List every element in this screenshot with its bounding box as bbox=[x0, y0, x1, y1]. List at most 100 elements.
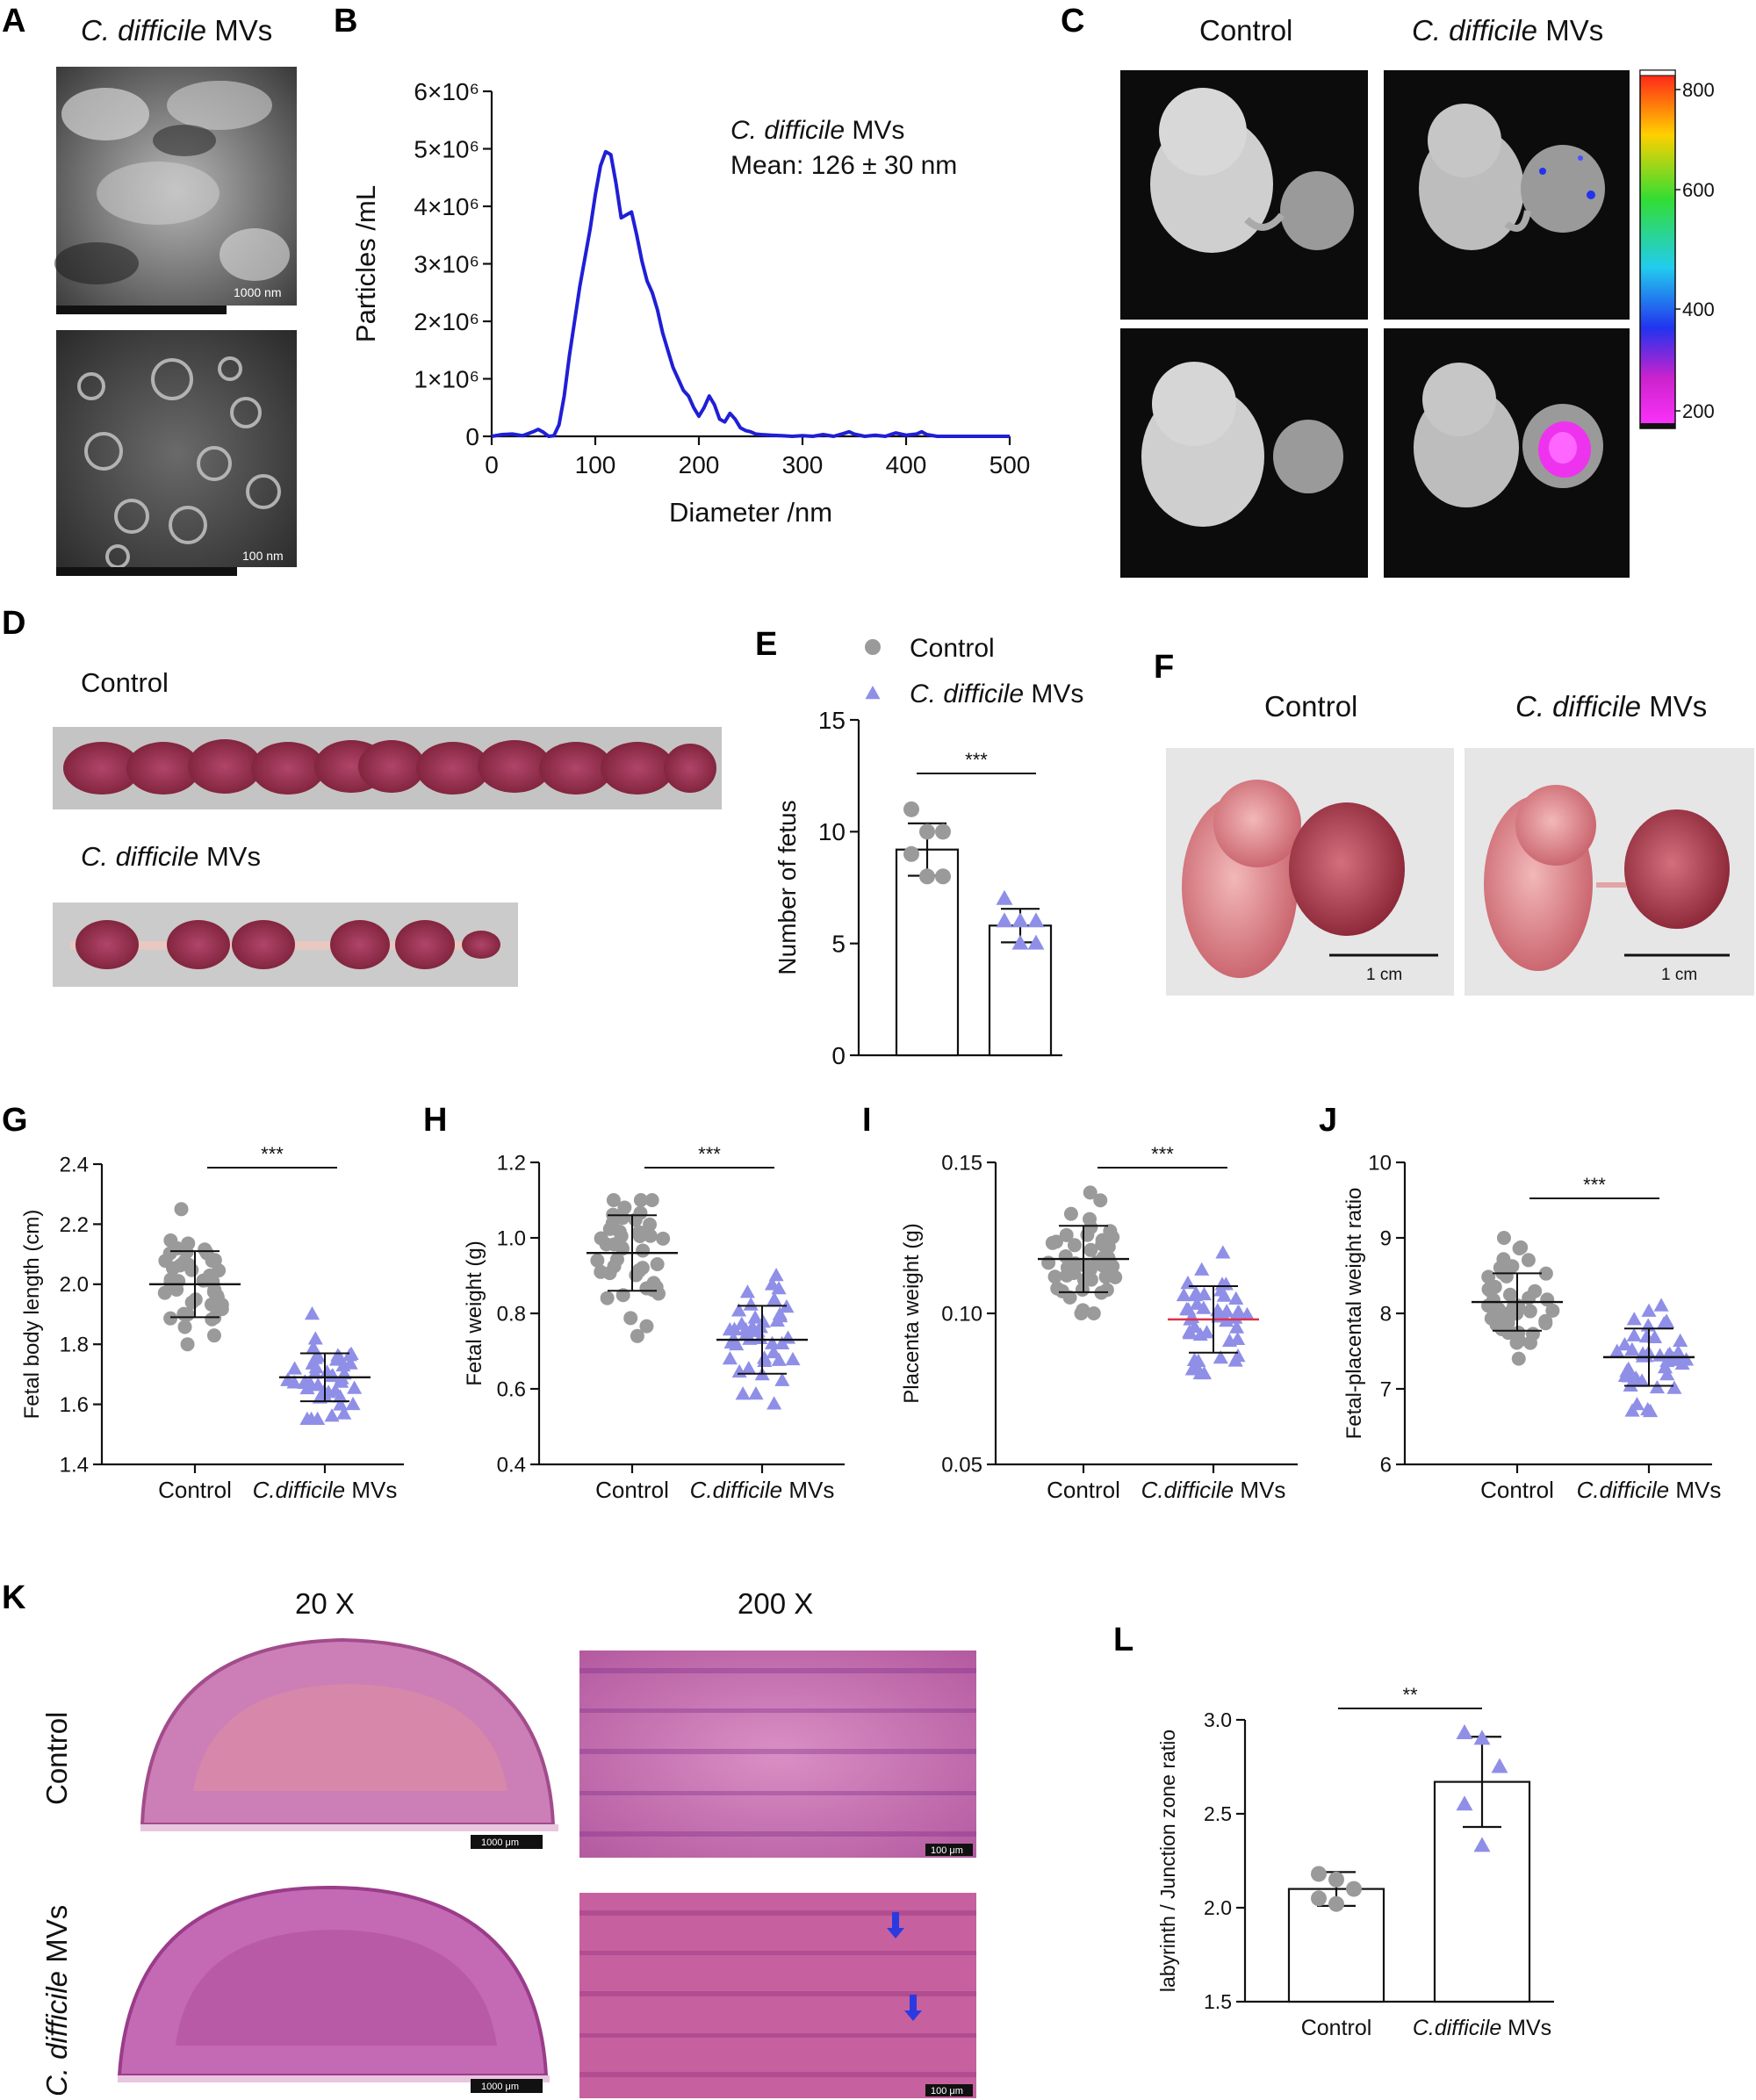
histology-200x-control: 100 μm bbox=[579, 1651, 976, 1858]
panel-b-annotation-line1: C. difficile MVs bbox=[730, 116, 904, 145]
data-point-control bbox=[903, 801, 919, 817]
panel-label-e: E bbox=[755, 626, 777, 663]
uterus-photo-mvs bbox=[53, 903, 518, 987]
data-point-control bbox=[643, 1228, 658, 1243]
scale-label-1cm-control: 1 cm bbox=[1366, 966, 1402, 984]
y-tick-label: 10 bbox=[818, 818, 846, 845]
arrow-icon bbox=[904, 1995, 922, 2021]
data-point-control bbox=[609, 1252, 624, 1267]
data-point-control bbox=[1328, 1895, 1344, 1912]
data-point-mvs bbox=[1176, 1287, 1191, 1302]
panel-i-placenta-weight: 0.05 0.10 0.15 Placenta weight (g) Control C.… bbox=[900, 1143, 1298, 1503]
data-point-control bbox=[1108, 1269, 1123, 1284]
panel-label-a: A bbox=[2, 3, 25, 40]
data-point-control bbox=[1511, 1351, 1526, 1366]
uterus-photo-control bbox=[53, 727, 722, 809]
x-tick-label: 0 bbox=[485, 451, 499, 478]
significance-label: *** bbox=[698, 1143, 721, 1165]
data-point-control bbox=[1311, 1866, 1327, 1882]
data-point-control bbox=[632, 1263, 647, 1278]
y-axis-title: Number of fetus bbox=[774, 800, 801, 974]
panel-c: Control C. difficile MVs bbox=[1120, 14, 1715, 578]
data-point-mvs bbox=[1228, 1320, 1245, 1334]
y-tick-label: 2.0 bbox=[1204, 1896, 1232, 1919]
data-point-mvs bbox=[996, 912, 1013, 928]
histology-20x-mvs: 1000 μm bbox=[117, 1885, 550, 2093]
panel-d-label-control: Control bbox=[81, 667, 169, 698]
panel-a-title: C. difficile MVs bbox=[81, 14, 272, 47]
data-point-mvs bbox=[1228, 1291, 1244, 1305]
data-point-mvs bbox=[1027, 912, 1045, 928]
data-point-control bbox=[180, 1337, 195, 1352]
data-point-control bbox=[636, 1243, 651, 1258]
data-point-mvs bbox=[746, 1323, 762, 1337]
y-tick-label: 0.8 bbox=[497, 1302, 526, 1326]
y-tick-label: 8 bbox=[1380, 1302, 1392, 1326]
data-point-mvs bbox=[747, 1310, 763, 1324]
data-point-mvs bbox=[1666, 1380, 1682, 1394]
y-tick-label: 1.5 bbox=[1204, 1990, 1232, 2013]
data-point-mvs bbox=[734, 1316, 750, 1330]
panel-label-l: L bbox=[1113, 1622, 1133, 1658]
tem-image-bottom: 100 nm bbox=[56, 330, 297, 576]
panel-f-col-control: Control bbox=[1264, 690, 1357, 723]
y-tick-label: 3×10⁶ bbox=[414, 251, 479, 278]
data-point-control bbox=[650, 1256, 665, 1271]
data-point-mvs bbox=[771, 1281, 787, 1295]
data-point-mvs bbox=[741, 1360, 757, 1375]
data-point-mvs bbox=[1653, 1298, 1669, 1312]
data-point-mvs bbox=[764, 1335, 781, 1349]
y-tick-label: 3.0 bbox=[1204, 1708, 1232, 1731]
y-tick-label: 4×10⁶ bbox=[414, 193, 479, 220]
data-point-mvs bbox=[306, 1340, 321, 1354]
panel-c-col-control: Control bbox=[1199, 14, 1292, 47]
y-tick-label: 5×10⁶ bbox=[414, 136, 479, 163]
data-point-mvs bbox=[1221, 1333, 1238, 1348]
data-point-mvs bbox=[1027, 934, 1045, 950]
x-tick-label: Control bbox=[1047, 1477, 1120, 1503]
data-point-control bbox=[1496, 1231, 1511, 1245]
y-axis-title: Fetal weight (g) bbox=[463, 1241, 486, 1385]
data-point-mvs bbox=[1196, 1300, 1212, 1314]
data-point-control bbox=[633, 1193, 648, 1207]
data-point-mvs bbox=[1659, 1366, 1675, 1381]
panel-label-h: H bbox=[423, 1102, 447, 1139]
data-point-control bbox=[1058, 1248, 1073, 1263]
data-point-control bbox=[207, 1283, 222, 1298]
data-point-mvs bbox=[1473, 1730, 1491, 1745]
data-point-mvs bbox=[757, 1350, 773, 1364]
data-point-control bbox=[1101, 1250, 1116, 1265]
data-point-control bbox=[199, 1246, 214, 1261]
data-point-control bbox=[204, 1297, 219, 1312]
panel-label-c: C bbox=[1061, 3, 1084, 40]
data-point-control bbox=[600, 1291, 615, 1305]
data-point-control bbox=[1054, 1284, 1069, 1298]
data-point-mvs bbox=[1491, 1758, 1508, 1773]
data-point-mvs bbox=[1179, 1301, 1195, 1316]
data-point-mvs bbox=[1230, 1305, 1246, 1319]
data-point-mvs bbox=[312, 1390, 327, 1404]
data-point-mvs bbox=[1674, 1356, 1690, 1370]
data-point-control bbox=[169, 1241, 184, 1255]
panel-label-i: I bbox=[862, 1102, 872, 1139]
significance-label: *** bbox=[1151, 1143, 1174, 1165]
panel-b-annotation-line2: Mean: 126 ± 30 nm bbox=[730, 151, 957, 180]
data-point-mvs bbox=[307, 1331, 323, 1345]
y-tick-label: 0.05 bbox=[941, 1453, 982, 1477]
data-point-control bbox=[1093, 1193, 1108, 1208]
y-tick-label: 1.8 bbox=[60, 1334, 89, 1357]
data-point-mvs bbox=[336, 1406, 352, 1420]
data-point-control bbox=[1540, 1292, 1555, 1307]
data-point-mvs bbox=[1659, 1314, 1675, 1328]
data-point-control bbox=[206, 1328, 221, 1343]
data-point-mvs bbox=[1456, 1795, 1473, 1811]
significance-label: *** bbox=[261, 1143, 284, 1165]
x-tick-label: 400 bbox=[886, 451, 927, 478]
data-point-control bbox=[1481, 1269, 1496, 1284]
data-point-control bbox=[177, 1254, 192, 1269]
data-point-mvs bbox=[723, 1334, 739, 1349]
data-point-control bbox=[174, 1202, 189, 1217]
data-point-mvs bbox=[1192, 1365, 1208, 1380]
ivis-image-mvs-2 bbox=[1384, 328, 1630, 578]
